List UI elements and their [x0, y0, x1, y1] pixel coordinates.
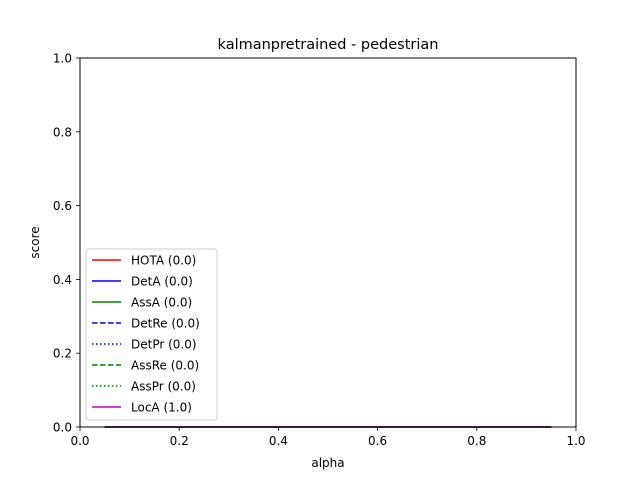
legend-label-5: AssRe (0.0)	[131, 359, 199, 373]
legend-label-0: HOTA (0.0)	[131, 254, 196, 268]
x-tick-label: 0.2	[170, 434, 189, 448]
legend-label-7: LocA (1.0)	[131, 401, 192, 415]
x-axis-ticks: 0.0 0.2 0.4 0.6 0.8 1.0	[70, 427, 586, 448]
y-tick-label: 0.2	[53, 347, 72, 361]
y-tick-label: 0.4	[53, 273, 72, 287]
legend-frame	[85, 248, 218, 421]
x-axis-label: alpha	[311, 456, 344, 470]
y-tick-label: 0.8	[53, 125, 72, 139]
plot-frame	[79, 57, 577, 428]
x-tick-label: 1.0	[566, 434, 585, 448]
legend-label-3: DetRe (0.0)	[131, 317, 200, 331]
y-axis-ticks: 0.0 0.2 0.4 0.6 0.8 1.0	[53, 52, 80, 435]
legend: HOTA (0.0) DetA (0.0) AssA (0.0) DetRe (0.0…	[85, 248, 218, 421]
y-tick-label: 0.6	[53, 199, 72, 213]
legend-label-4: DetPr (0.0)	[131, 338, 197, 352]
x-tick-label: 0.0	[70, 434, 89, 448]
x-tick-label: 0.6	[368, 434, 387, 448]
x-tick-label: 0.8	[467, 434, 486, 448]
y-tick-label: 0.0	[53, 421, 72, 435]
legend-label-1: DetA (0.0)	[131, 275, 193, 289]
y-tick-label: 1.0	[53, 52, 72, 66]
legend-label-2: AssA (0.0)	[131, 296, 192, 310]
y-axis-label: score	[28, 226, 42, 258]
legend-label-6: AssPr (0.0)	[131, 380, 196, 394]
x-tick-label: 0.4	[269, 434, 288, 448]
chart-title: kalmanpretrained - pedestrian	[218, 37, 439, 53]
